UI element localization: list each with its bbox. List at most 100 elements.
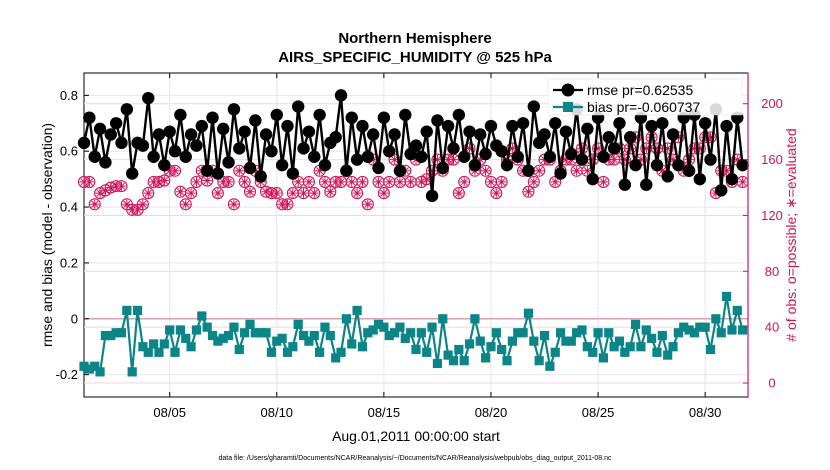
possible-obs-point — [227, 198, 240, 211]
bias-point — [486, 342, 496, 352]
rmse-point — [597, 150, 610, 163]
evaluated-obs-point — [529, 177, 539, 187]
rmse-point — [115, 136, 128, 150]
x-axis-label: Aug.01,2011 00:00:00 start — [332, 428, 500, 444]
evaluated-obs-point — [186, 188, 196, 198]
y-axis-label-right: # of obs: o=possible; ∗=evaluated — [783, 128, 799, 341]
bias-point — [304, 336, 314, 346]
rmse-point — [345, 111, 358, 124]
bias-point — [336, 347, 346, 357]
evaluated-obs-point — [175, 187, 185, 197]
bias-point — [545, 361, 555, 371]
bias-point — [464, 339, 475, 349]
evaluated-obs-point — [390, 155, 400, 165]
bias-point — [309, 330, 319, 341]
rmse-point — [93, 122, 107, 136]
rmse-point — [538, 128, 551, 141]
bias-point — [700, 322, 710, 332]
rmse-point — [222, 156, 235, 169]
possible-obs-point — [495, 175, 508, 188]
evaluated-obs-point — [550, 177, 560, 187]
rmse-point — [350, 153, 364, 166]
rmse-point — [313, 108, 326, 122]
possible-obs-point — [136, 198, 149, 211]
x-tick-label: 08/10 — [261, 405, 294, 420]
rmse-point — [136, 139, 150, 152]
y-right-tick-label: 160 — [761, 152, 783, 167]
x-tick-label: 08/25 — [582, 405, 615, 420]
rmse-point — [206, 111, 219, 124]
bias-point — [261, 328, 271, 338]
rmse-point — [281, 119, 294, 133]
bias-point — [363, 328, 373, 338]
y-left-tick-label: 0 — [71, 311, 78, 326]
bias-point — [588, 347, 598, 357]
evaluated-obs-point — [427, 166, 437, 176]
rmse-point — [340, 164, 353, 177]
evaluated-obs-point — [572, 166, 582, 176]
y-right-tick-label: 40 — [765, 320, 779, 335]
rmse-point — [120, 103, 134, 116]
bias-point — [630, 319, 641, 329]
bias-point — [684, 325, 694, 335]
possible-obs-point — [185, 187, 198, 200]
evaluated-obs-point — [320, 177, 330, 187]
evaluated-obs-point — [229, 199, 239, 209]
series-layer — [77, 89, 749, 377]
y-right-tick-label: 120 — [761, 208, 783, 223]
bias-point — [213, 336, 223, 346]
rmse-point — [238, 125, 251, 138]
legend-bias-label: bias pr=-0.060737 — [587, 99, 700, 115]
bias-point — [373, 319, 384, 329]
evaluated-obs-point — [422, 174, 432, 184]
rmse-point — [104, 128, 117, 141]
rmse-point — [318, 158, 332, 172]
rmse-point — [543, 150, 557, 163]
bias-point — [234, 344, 244, 355]
legend-box — [547, 78, 743, 116]
evaluated-obs-point — [695, 143, 705, 153]
bias-point — [411, 344, 421, 355]
rmse-point — [388, 128, 401, 141]
evaluated-obs-point — [588, 155, 598, 165]
bias-point — [529, 336, 539, 346]
bias-point — [293, 319, 303, 329]
rmse-point — [88, 150, 101, 163]
rmse-point — [190, 139, 203, 152]
evaluated-obs-point — [475, 155, 485, 165]
rmse-point — [99, 156, 112, 169]
rmse-point — [666, 128, 680, 141]
bias-point — [695, 322, 705, 332]
rmse-point — [158, 158, 171, 172]
rmse-point — [286, 167, 300, 180]
bias-point — [202, 322, 212, 332]
evaluated-obs-point — [143, 188, 153, 198]
evaluated-obs-point — [298, 188, 309, 198]
bias-point — [298, 330, 309, 341]
evaluated-obs-point — [491, 188, 501, 198]
evaluated-obs-point — [325, 187, 335, 197]
evaluated-obs-point — [609, 155, 619, 165]
evaluated-obs-point — [90, 199, 100, 209]
bias-point — [513, 328, 523, 338]
possible-obs-point — [222, 175, 235, 188]
bias-point — [550, 347, 560, 357]
bias-point — [625, 342, 635, 352]
bias-point — [481, 353, 491, 363]
evaluated-obs-point — [641, 143, 651, 153]
evaluated-obs-point — [304, 177, 314, 187]
bias-point — [572, 328, 582, 338]
possible-obs-point — [243, 185, 257, 198]
possible-obs-point — [302, 175, 315, 188]
rmse-point — [516, 117, 530, 130]
rmse-point — [243, 161, 257, 175]
evaluated-obs-point — [598, 177, 608, 187]
bias-point — [652, 347, 662, 357]
rmse-point — [441, 119, 455, 133]
possible-obs-point — [618, 153, 631, 166]
bias-point — [502, 356, 512, 366]
evaluated-obs-point — [722, 166, 732, 176]
evaluated-obs-point — [652, 143, 662, 153]
rmse-point — [372, 161, 385, 175]
rmse-point — [672, 158, 685, 172]
